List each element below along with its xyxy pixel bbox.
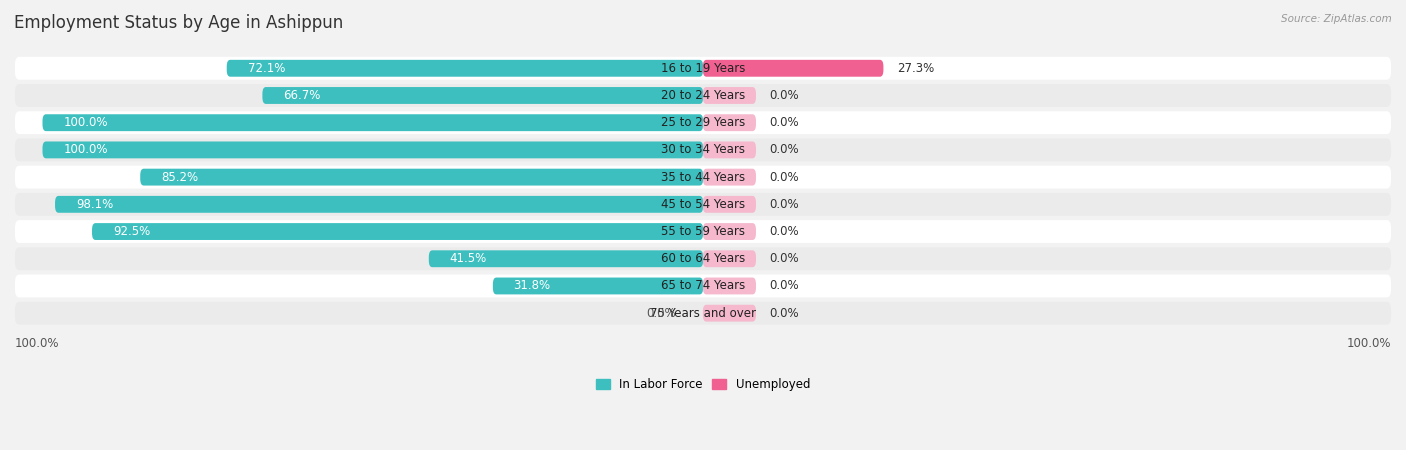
Text: 0.0%: 0.0% — [769, 116, 799, 129]
Text: 30 to 34 Years: 30 to 34 Years — [661, 144, 745, 157]
FancyBboxPatch shape — [703, 278, 756, 294]
Text: 20 to 24 Years: 20 to 24 Years — [661, 89, 745, 102]
Text: 27.3%: 27.3% — [897, 62, 935, 75]
Text: 98.1%: 98.1% — [76, 198, 112, 211]
Legend: In Labor Force, Unemployed: In Labor Force, Unemployed — [591, 374, 815, 396]
Text: 0.0%: 0.0% — [769, 171, 799, 184]
Text: 100.0%: 100.0% — [1347, 337, 1391, 350]
FancyBboxPatch shape — [55, 196, 703, 213]
FancyBboxPatch shape — [263, 87, 703, 104]
Text: 92.5%: 92.5% — [112, 225, 150, 238]
FancyBboxPatch shape — [494, 278, 703, 294]
Text: 41.5%: 41.5% — [450, 252, 486, 265]
Text: 100.0%: 100.0% — [63, 116, 108, 129]
Text: 0.0%: 0.0% — [769, 252, 799, 265]
Text: 16 to 19 Years: 16 to 19 Years — [661, 62, 745, 75]
Text: 0.0%: 0.0% — [769, 144, 799, 157]
FancyBboxPatch shape — [42, 114, 703, 131]
Text: 25 to 29 Years: 25 to 29 Years — [661, 116, 745, 129]
FancyBboxPatch shape — [703, 305, 756, 322]
FancyBboxPatch shape — [15, 166, 1391, 189]
Text: 55 to 59 Years: 55 to 59 Years — [661, 225, 745, 238]
Text: 100.0%: 100.0% — [15, 337, 59, 350]
Text: 60 to 64 Years: 60 to 64 Years — [661, 252, 745, 265]
Text: 31.8%: 31.8% — [513, 279, 551, 292]
FancyBboxPatch shape — [15, 111, 1391, 134]
FancyBboxPatch shape — [703, 223, 756, 240]
FancyBboxPatch shape — [703, 196, 756, 213]
Text: 65 to 74 Years: 65 to 74 Years — [661, 279, 745, 292]
FancyBboxPatch shape — [15, 274, 1391, 297]
Text: 45 to 54 Years: 45 to 54 Years — [661, 198, 745, 211]
FancyBboxPatch shape — [15, 84, 1391, 107]
Text: 0.0%: 0.0% — [769, 89, 799, 102]
Text: 0.0%: 0.0% — [645, 307, 675, 320]
Text: 75 Years and over: 75 Years and over — [650, 307, 756, 320]
FancyBboxPatch shape — [15, 57, 1391, 80]
Text: 35 to 44 Years: 35 to 44 Years — [661, 171, 745, 184]
FancyBboxPatch shape — [429, 250, 703, 267]
FancyBboxPatch shape — [15, 220, 1391, 243]
Text: 100.0%: 100.0% — [63, 144, 108, 157]
Text: 72.1%: 72.1% — [247, 62, 285, 75]
FancyBboxPatch shape — [703, 87, 756, 104]
Text: Employment Status by Age in Ashippun: Employment Status by Age in Ashippun — [14, 14, 343, 32]
FancyBboxPatch shape — [91, 223, 703, 240]
FancyBboxPatch shape — [15, 302, 1391, 324]
FancyBboxPatch shape — [703, 169, 756, 185]
Text: 0.0%: 0.0% — [769, 198, 799, 211]
FancyBboxPatch shape — [703, 114, 756, 131]
FancyBboxPatch shape — [15, 139, 1391, 162]
FancyBboxPatch shape — [226, 60, 703, 76]
FancyBboxPatch shape — [703, 250, 756, 267]
Text: 66.7%: 66.7% — [283, 89, 321, 102]
Text: 85.2%: 85.2% — [162, 171, 198, 184]
FancyBboxPatch shape — [141, 169, 703, 185]
FancyBboxPatch shape — [15, 193, 1391, 216]
FancyBboxPatch shape — [15, 248, 1391, 270]
Text: 0.0%: 0.0% — [769, 279, 799, 292]
FancyBboxPatch shape — [42, 141, 703, 158]
FancyBboxPatch shape — [703, 60, 883, 76]
Text: 0.0%: 0.0% — [769, 225, 799, 238]
Text: 0.0%: 0.0% — [769, 307, 799, 320]
FancyBboxPatch shape — [703, 141, 756, 158]
Text: Source: ZipAtlas.com: Source: ZipAtlas.com — [1281, 14, 1392, 23]
